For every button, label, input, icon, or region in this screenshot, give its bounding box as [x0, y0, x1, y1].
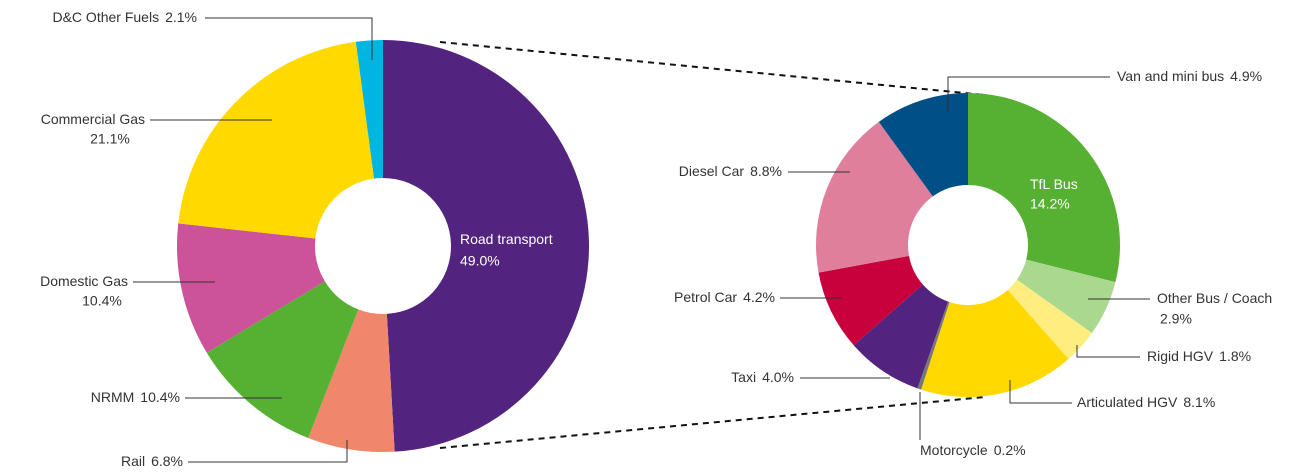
slice-label-value: 4.2% [743, 289, 775, 305]
slice-label: Other Bus / Coach [1157, 290, 1272, 306]
pie-slice [921, 289, 1069, 397]
pie-slice [968, 93, 1120, 283]
slice-label-value: 10.4% [82, 293, 122, 309]
slice-label-name: Articulated HGV [1077, 394, 1178, 410]
pie-slice [853, 284, 949, 389]
leader-line [1009, 380, 1072, 404]
slice-label: Van and mini bus 4.9% [1117, 68, 1262, 84]
slice-label: Road transport [460, 231, 553, 247]
slice-label: Petrol Car 4.2% [674, 289, 775, 305]
slice-label: Rail 6.8% [121, 453, 183, 469]
slice-label: Diesel Car 8.8% [679, 163, 782, 179]
slice-label: TfL Bus [1030, 176, 1078, 192]
slice-label-value: 4.9% [1230, 68, 1262, 84]
slice-label-name: Rail [121, 453, 145, 469]
slice-label-value: 14.2% [1030, 196, 1070, 212]
pie-slice [176, 223, 325, 353]
slice-label-value: 8.1% [1183, 394, 1215, 410]
slice-label-name: Taxi [731, 369, 756, 385]
slice-label: Domestic Gas [40, 273, 128, 289]
pie-slice [355, 40, 383, 179]
slice-label-value: 4.0% [762, 369, 794, 385]
slice-label: D&C Other Fuels 2.1% [52, 9, 197, 25]
slice-label-name: Diesel Car [679, 163, 745, 179]
leader-line [947, 76, 1110, 112]
slice-label: Taxi 4.0% [731, 369, 794, 385]
slice-label-value: 21.1% [90, 131, 130, 147]
pie-slice [818, 255, 923, 346]
slice-label: Commercial Gas [41, 111, 145, 127]
slice-label-name: Motorcycle [920, 442, 988, 458]
slice-label-name: Commercial Gas [41, 111, 145, 127]
slice-label-name: Domestic Gas [40, 273, 128, 289]
slice-label-name: Rigid HGV [1147, 348, 1214, 364]
slice-label-value: 2.1% [165, 9, 197, 25]
slice-label-value: 8.8% [750, 163, 782, 179]
slice-label-name: Road transport [460, 231, 553, 247]
slice-label-value: 10.4% [140, 389, 180, 405]
pie-slice [917, 301, 950, 390]
slice-label-value: 6.8% [151, 453, 183, 469]
pie-slice [1007, 279, 1092, 359]
leader-line [205, 17, 373, 60]
pie-slice [178, 41, 375, 239]
pie-slice [383, 40, 590, 452]
slice-label-value: 1.8% [1219, 348, 1251, 364]
connector-line [439, 41, 986, 96]
slice-label: Motorcycle 0.2% [920, 442, 1026, 458]
slice-label-value: 0.2% [994, 442, 1026, 458]
pie-slice [878, 93, 968, 197]
slice-label-name: Other Bus / Coach [1157, 290, 1272, 306]
slice-label: NRMM 10.4% [91, 389, 180, 405]
pie-slice [308, 309, 395, 453]
leader-line [1076, 345, 1140, 358]
slice-label-name: Van and mini bus [1117, 68, 1224, 84]
slice-label-name: D&C Other Fuels [52, 9, 159, 25]
slice-label-value: 49.0% [460, 253, 500, 269]
slice-label-name: TfL Bus [1030, 176, 1078, 192]
pie-slice [206, 281, 359, 438]
slice-label: Rigid HGV 1.8% [1147, 348, 1251, 364]
leader-line [188, 440, 348, 463]
slice-label-name: NRMM [91, 389, 135, 405]
slice-label-name: Petrol Car [674, 289, 737, 305]
pie-slice [1016, 259, 1116, 334]
slice-label: Articulated HGV 8.1% [1077, 394, 1215, 410]
pie-slice [816, 121, 933, 273]
connector-line [439, 396, 986, 449]
slice-label-value: 2.9% [1160, 311, 1192, 327]
